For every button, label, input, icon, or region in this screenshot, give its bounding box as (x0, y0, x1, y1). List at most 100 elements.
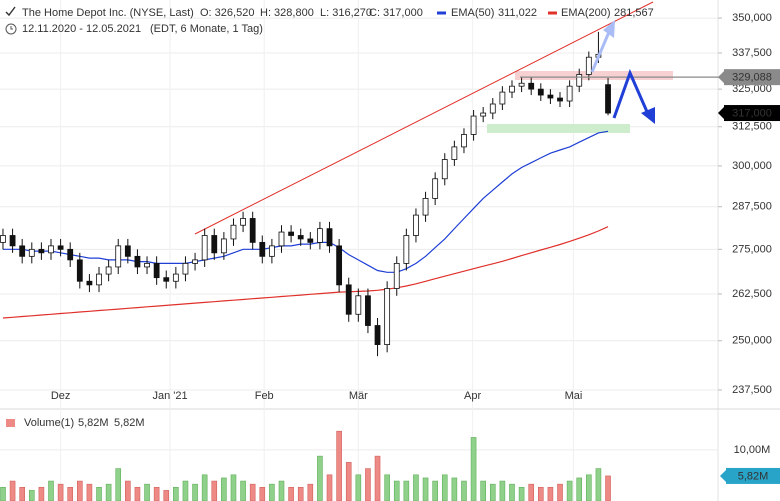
volume-bar (278, 480, 285, 501)
header: The Home Depot Inc. (NYSE, Last) O: 326,… (5, 6, 423, 35)
candle-body (470, 115, 477, 135)
volume-bar (249, 483, 256, 501)
legend-name: EMA(200) (561, 7, 611, 19)
price-tag (724, 105, 780, 122)
candle-body (134, 255, 141, 268)
candle-body (38, 248, 45, 254)
volume-icon (6, 419, 15, 427)
volume-bar (470, 437, 477, 501)
plot: 329,088 317,000 (0, 31, 780, 357)
volume-bar (144, 483, 150, 501)
volume-bar (489, 483, 496, 501)
volume-bar (605, 475, 611, 501)
x-tick-label: Feb (255, 390, 274, 402)
candle-body (365, 295, 371, 326)
volume-bar (57, 483, 64, 501)
volume-bar (163, 490, 170, 501)
icon-clock-hand (10, 26, 13, 30)
price-tag-pointer (718, 107, 724, 120)
volume-bar (518, 486, 525, 501)
candle-body (374, 325, 381, 345)
candle-body (480, 112, 487, 117)
volume-bar (230, 474, 237, 501)
candle-body (230, 224, 237, 240)
projection-arrow-head (641, 107, 655, 124)
ohlc-high: H: 328,800 (260, 7, 314, 19)
candle-body (345, 284, 352, 315)
support-zone (487, 124, 630, 133)
candle-body (172, 273, 179, 282)
trend-line (194, 1, 654, 235)
volume-bar (374, 455, 381, 501)
volume-bar (173, 486, 179, 501)
volume-bar (307, 483, 314, 501)
volume-bar (240, 480, 246, 501)
candle-body (153, 262, 160, 279)
y-tick-label: 275,000 (732, 243, 772, 255)
volume-bar (586, 474, 592, 501)
volume-bar (86, 483, 93, 501)
volume-bar (269, 483, 275, 501)
volume-bar (48, 480, 54, 501)
candle-body (422, 198, 429, 216)
candle-body (211, 235, 218, 254)
volume-bar (480, 480, 486, 501)
volume-bar (595, 468, 602, 501)
candle-body (115, 245, 122, 268)
volume-title: Volume(1) (24, 417, 74, 429)
y-tick-label: 300,000 (732, 160, 772, 172)
volume-bar (0, 486, 6, 501)
period: (EDT, 6 Monate, 1 Tag) (150, 23, 263, 35)
candle-body (461, 134, 467, 148)
volume-bar (355, 474, 362, 501)
candle-body (124, 245, 131, 257)
y-tick-label: 262,500 (732, 288, 772, 300)
candle-body (432, 178, 439, 199)
candle-body (413, 214, 419, 236)
candle-body (499, 91, 506, 105)
volume-bar (19, 486, 25, 501)
candle-body (336, 245, 343, 286)
candle-body (96, 273, 102, 286)
candle-body (605, 84, 611, 114)
volume-bar (125, 480, 131, 501)
x-tick-label: Mär (349, 390, 368, 402)
candle-body (547, 94, 554, 99)
volume-bar (153, 486, 160, 501)
candle-body (297, 235, 304, 240)
candle-body (528, 82, 535, 90)
volume-bar (413, 474, 419, 501)
volume-bar (557, 483, 563, 501)
candle-body (163, 277, 170, 282)
y-tick-label: 250,000 (732, 335, 772, 347)
price-tag-pointer (718, 71, 724, 84)
candle-body (537, 88, 544, 96)
ohlc-open: O: 326,520 (200, 7, 254, 19)
volume-bar (297, 486, 304, 501)
volume-bar (441, 474, 448, 501)
volume-bar (365, 468, 371, 501)
candle-body (585, 56, 592, 75)
volume-bar (201, 474, 208, 501)
volume-tag-label: 5,82M (738, 470, 769, 482)
y-tick-label: 350,000 (732, 12, 772, 24)
volume-bar (28, 490, 35, 501)
volume-bar (211, 480, 218, 501)
volume-bar (461, 480, 467, 501)
volume-bar (336, 430, 342, 501)
ohlc-close: C: 317,000 (369, 7, 423, 19)
volume-bar (576, 477, 583, 501)
x-tick-label: Jan '21 (153, 390, 188, 402)
y-tick-label: 325,000 (732, 83, 772, 95)
x-tick-label: Apr (464, 390, 481, 402)
volume-bar (566, 480, 573, 501)
candle-body (105, 266, 112, 275)
volume-bar (499, 480, 506, 501)
volume-value: 5,82M (78, 417, 109, 429)
volume-bar (384, 474, 390, 501)
candle-body (384, 288, 391, 345)
candle-body (355, 295, 362, 315)
candle-body (192, 259, 198, 264)
